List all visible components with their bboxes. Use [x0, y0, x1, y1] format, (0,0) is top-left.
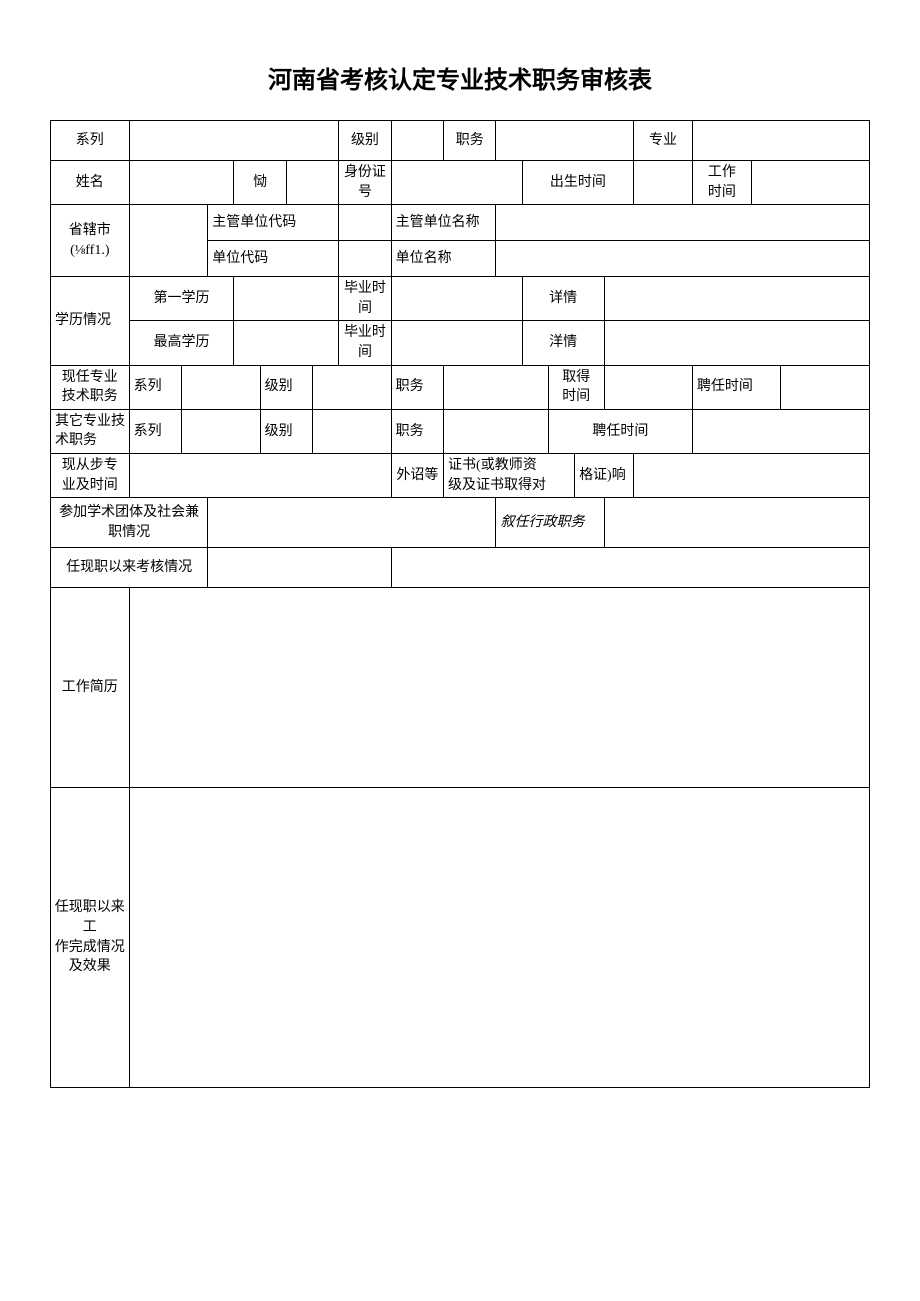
label-deptcode: 主管单位代码	[208, 205, 339, 241]
field-position[interactable]	[496, 121, 634, 161]
field-workdone[interactable]	[129, 788, 869, 1088]
label-unitname: 单位名称	[391, 241, 496, 277]
field-sex[interactable]	[286, 161, 338, 205]
field-curlevel[interactable]	[313, 365, 392, 409]
label-cert3: 格证)响	[575, 453, 634, 497]
label-gradtime1: 毕业时间	[339, 277, 391, 321]
field-unitcode[interactable]	[339, 241, 391, 277]
field-gradtime1[interactable]	[391, 277, 522, 321]
field-cert[interactable]	[634, 453, 870, 497]
label-nowmajor: 现从步专业及时间	[51, 453, 130, 497]
label-unitcode: 单位代码	[208, 241, 339, 277]
label-resume: 工作简历	[51, 588, 130, 788]
label-city: 省辖市(⅛ff1.)	[51, 205, 130, 277]
label-academic: 参加学术团体及社会兼职情况	[51, 498, 208, 548]
field-otherlevel[interactable]	[313, 409, 392, 453]
label-curseries: 系列	[129, 365, 181, 409]
label-level: 级别	[339, 121, 391, 161]
label-birth: 出生时间	[522, 161, 633, 205]
label-cert1: 外诏等	[391, 453, 443, 497]
field-gettime[interactable]	[604, 365, 692, 409]
field-major[interactable]	[692, 121, 869, 161]
field-academic[interactable]	[208, 498, 496, 548]
label-gettime: 取得时间	[548, 365, 604, 409]
field-name[interactable]	[129, 161, 234, 205]
page-title: 河南省考核认定专业技术职务审核表	[50, 60, 870, 95]
field-unitname[interactable]	[496, 241, 870, 277]
form-table: 系列 级别 职务 专业 姓名 恸 身份证号 出生时间 工作时间 省辖市(⅛ff1…	[50, 120, 870, 1088]
field-gradtime2[interactable]	[391, 321, 522, 365]
label-position: 职务	[444, 121, 496, 161]
field-firstedu[interactable]	[234, 277, 339, 321]
label-assess: 任现职以来考核情况	[51, 548, 208, 588]
field-deptname[interactable]	[496, 205, 870, 241]
label-sex: 恸	[234, 161, 286, 205]
label-otherpos: 其它专业技术职务	[51, 409, 130, 453]
field-idno[interactable]	[391, 161, 522, 205]
label-cert2: 证书(或教师资级及证书取得对	[444, 453, 575, 497]
label-curlevel: 级别	[260, 365, 312, 409]
field-apptime2[interactable]	[692, 409, 869, 453]
field-resume[interactable]	[129, 588, 869, 788]
label-detail2: 洋情	[522, 321, 604, 365]
field-series[interactable]	[129, 121, 339, 161]
label-highestedu: 最高学历	[129, 321, 234, 365]
label-idno: 身份证号	[339, 161, 391, 205]
label-detail1: 详情	[522, 277, 604, 321]
field-highestedu[interactable]	[234, 321, 339, 365]
field-admin[interactable]	[604, 498, 869, 548]
label-major: 专业	[634, 121, 693, 161]
label-workdone: 任现职以来工作完成情况及效果	[51, 788, 130, 1088]
field-curposition[interactable]	[444, 365, 549, 409]
field-assess1[interactable]	[208, 548, 391, 588]
field-worktime[interactable]	[751, 161, 869, 205]
label-curposition: 职务	[391, 365, 443, 409]
label-series: 系列	[51, 121, 130, 161]
label-apptime1: 聘任时间	[692, 365, 780, 409]
field-detail2[interactable]	[604, 321, 869, 365]
field-deptcode[interactable]	[339, 205, 391, 241]
field-otherposition[interactable]	[444, 409, 549, 453]
field-level[interactable]	[391, 121, 443, 161]
label-firstedu: 第一学历	[129, 277, 234, 321]
label-name: 姓名	[51, 161, 130, 205]
label-otherposition: 职务	[391, 409, 443, 453]
label-deptname: 主管单位名称	[391, 205, 496, 241]
label-otherseries: 系列	[129, 409, 181, 453]
field-assess2[interactable]	[391, 548, 869, 588]
label-admin: 叙任行政职务	[496, 498, 604, 548]
field-apptime1[interactable]	[781, 365, 870, 409]
field-curseries[interactable]	[182, 365, 261, 409]
field-detail1[interactable]	[604, 277, 869, 321]
field-otherseries[interactable]	[182, 409, 261, 453]
label-edu: 学历情况	[51, 277, 130, 365]
field-birth[interactable]	[634, 161, 693, 205]
label-worktime: 工作时间	[692, 161, 751, 205]
field-nowmajor[interactable]	[129, 453, 391, 497]
label-curpos: 现任专业技术职务	[51, 365, 130, 409]
field-city[interactable]	[129, 205, 208, 277]
label-gradtime2: 毕业时间	[339, 321, 391, 365]
label-apptime2: 聘任时间	[548, 409, 692, 453]
label-otherlevel: 级别	[260, 409, 312, 453]
